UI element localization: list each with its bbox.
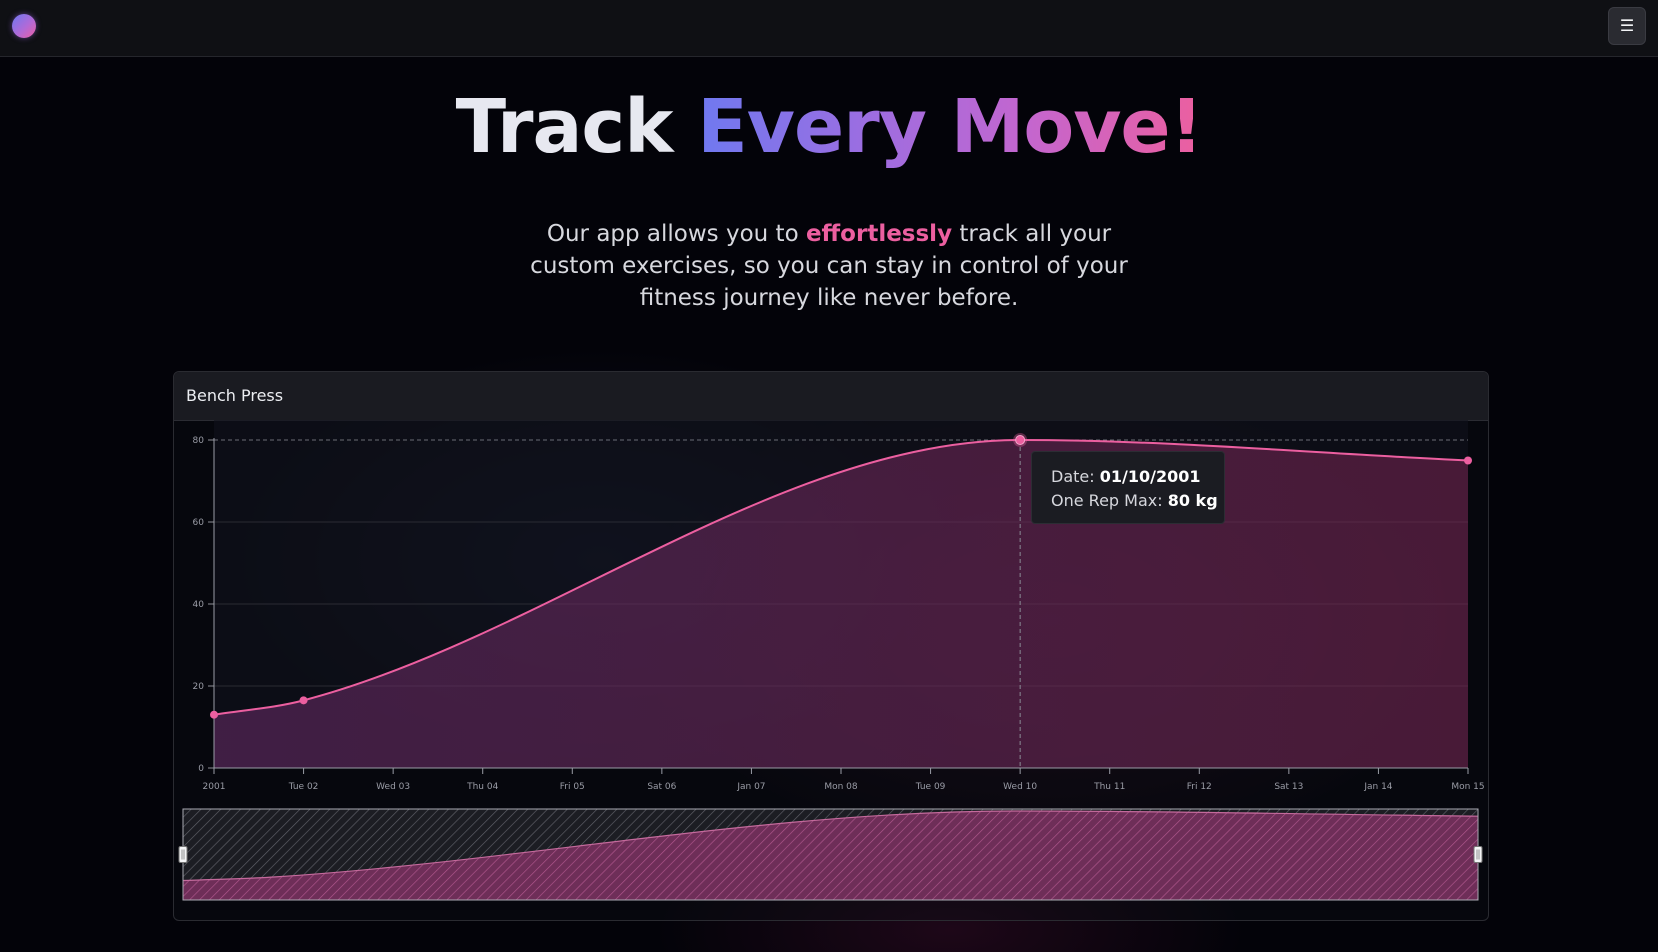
- y-tick-label: 60: [193, 518, 205, 528]
- logo-circle-icon[interactable]: [12, 14, 36, 38]
- data-point: [1464, 456, 1472, 465]
- x-tick-label: Thu 11: [1093, 782, 1125, 792]
- tooltip-orm-label: One Rep Max:: [1051, 491, 1163, 510]
- x-tick-label: Mon 08: [824, 782, 858, 792]
- y-tick-label: 40: [193, 600, 205, 610]
- x-tick-label: Jan 07: [736, 782, 765, 792]
- x-tick-label: 2001: [203, 782, 226, 792]
- chart-card-title: Bench Press: [174, 372, 1488, 421]
- hero-subtitle-after: track all your custom exercises, so you …: [530, 221, 1128, 311]
- hamburger-menu-icon[interactable]: ☰: [1608, 7, 1646, 45]
- hero-title: Track Every Move!: [0, 82, 1658, 172]
- tooltip-date-value: 01/10/2001: [1099, 467, 1201, 486]
- hero-subtitle-before: Our app allows you to: [546, 221, 799, 247]
- x-tick-label: Thu 04: [466, 782, 498, 792]
- navigator-right-handle[interactable]: [1473, 846, 1483, 863]
- tooltip-date-label: Date:: [1051, 467, 1095, 486]
- hero-subtitle-highlight: effortlessly: [805, 221, 953, 247]
- hero-subtitle: Our app allows you to effortlessly track…: [529, 218, 1129, 314]
- x-tick-label: Fri 12: [1187, 782, 1212, 792]
- x-tick-label: Wed 10: [1003, 782, 1037, 792]
- highlighted-data-point: [1015, 435, 1026, 445]
- y-tick-label: 0: [198, 764, 204, 774]
- navigator-area: [183, 811, 1478, 900]
- x-tick-label: Mon 15: [1451, 782, 1484, 792]
- x-tick-label: Tue 09: [915, 782, 946, 792]
- navigator-left-handle[interactable]: [178, 846, 188, 863]
- tooltip-orm-value: 80 kg: [1167, 491, 1218, 510]
- x-tick-label: Jan 14: [1363, 782, 1392, 792]
- hero-title-plain: Track: [455, 84, 674, 170]
- x-tick-label: Tue 02: [288, 782, 319, 792]
- y-tick-label: 20: [193, 682, 205, 692]
- data-point: [299, 696, 308, 705]
- navigator-line: [182, 810, 1479, 882]
- tooltip-date-row: Date: 01/10/2001: [1051, 465, 1224, 489]
- chart-tooltip: Date: 01/10/2001 One Rep Max: 80 kg: [1031, 451, 1225, 524]
- data-point: [210, 710, 218, 719]
- tooltip-orm-row: One Rep Max: 80 kg: [1051, 489, 1224, 513]
- x-tick-label: Sat 13: [1274, 782, 1303, 792]
- hero-title-gradient: Every Move!: [697, 84, 1203, 170]
- x-tick-label: Fri 05: [560, 782, 585, 792]
- y-tick-label: 80: [193, 436, 205, 446]
- top-navbar: ☰: [0, 0, 1658, 57]
- x-tick-label: Wed 03: [376, 782, 410, 792]
- x-tick-label: Sat 06: [647, 782, 676, 792]
